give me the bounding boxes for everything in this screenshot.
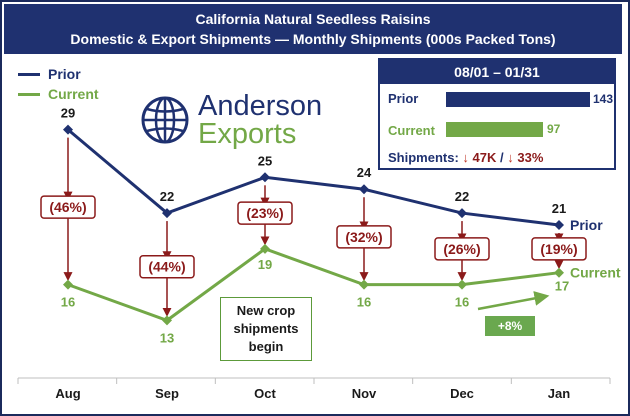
data-label-prior: 24 (357, 165, 372, 180)
summary-current-label: Current (388, 123, 435, 138)
summary-change-pct: 33% (517, 150, 544, 165)
x-tick-label: Aug (55, 386, 80, 401)
series-line-prior (67, 128, 560, 227)
logo-text-exports: Exports (198, 118, 297, 150)
data-label-current: 13 (160, 330, 174, 345)
pct-change-box (531, 237, 587, 261)
legend-swatch-current (18, 92, 40, 96)
legend-swatch-prior (18, 72, 40, 76)
pct-change-label: (26%) (443, 241, 480, 257)
data-point-prior (554, 220, 564, 230)
logo-text-anderson: Anderson (198, 90, 323, 122)
company-logo: Anderson Exports (140, 90, 323, 150)
pct-change-label: (19%) (540, 241, 577, 257)
data-label-prior: 21 (552, 201, 566, 216)
pct-change-label: (32%) (345, 229, 382, 245)
data-label-current: 16 (357, 295, 371, 310)
new-crop-callout: New crop shipments begin (220, 297, 312, 361)
end-label-current: Current (570, 265, 621, 281)
legend-label-current: Current (48, 86, 99, 102)
x-tick-label: Sep (155, 386, 179, 401)
data-point-prior (359, 184, 369, 195)
data-point-prior (457, 208, 467, 219)
end-label-prior: Prior (570, 217, 603, 233)
x-tick-label: Jan (548, 386, 570, 401)
pct-change-box (336, 225, 392, 249)
summary-period: 08/01 – 01/31 (380, 60, 614, 84)
data-point-current (63, 279, 73, 290)
callout-line-2: shipments (233, 321, 299, 336)
summary-prior-bar (446, 92, 590, 107)
data-label-prior: 25 (258, 153, 272, 168)
pct-change-label: (46%) (49, 199, 86, 215)
pct-change-box (237, 201, 293, 225)
pct-change-box (139, 254, 195, 279)
x-tick-label: Dec (450, 386, 474, 401)
legend-item-prior: Prior (18, 64, 99, 84)
summary-separator: / (500, 150, 504, 165)
title-bar: California Natural Seedless Raisins Dome… (4, 4, 622, 54)
dec-jan-change-badge: +8% (485, 316, 535, 336)
pct-change-box (40, 195, 96, 219)
data-label-current: 17 (555, 279, 569, 294)
summary-change-abs: 47K (472, 150, 497, 165)
summary-shipments-row: Shipments: ↓ 47K / ↓ 33% (388, 150, 543, 165)
data-label-prior: 22 (160, 189, 174, 204)
down-arrow-icon: ↓ (507, 150, 514, 165)
data-point-prior (162, 208, 172, 219)
chart-title: California Natural Seedless Raisins (195, 11, 431, 27)
pct-change-label: (44%) (148, 259, 185, 275)
summary-current-value: 97 (547, 122, 561, 136)
summary-prior-label: Prior (388, 91, 419, 106)
series-line-current (67, 247, 560, 323)
data-label-current: 16 (455, 295, 469, 310)
data-point-prior (260, 172, 270, 183)
data-label-current: 19 (258, 257, 272, 272)
x-tick-label: Oct (254, 386, 276, 401)
data-point-current (457, 279, 467, 290)
summary-prior-value: 143 (593, 92, 614, 106)
x-tick-label: Nov (352, 386, 377, 401)
summary-current-bar (446, 122, 543, 137)
down-arrow-icon: ↓ (462, 150, 469, 165)
globe-icon (141, 96, 189, 144)
data-point-current (260, 243, 270, 254)
pct-change-label: (23%) (246, 205, 283, 221)
summary-shipments-label: Shipments: (388, 150, 459, 165)
chart-subtitle: Domestic & Export Shipments — Monthly Sh… (70, 31, 556, 47)
legend-item-current: Current (18, 84, 99, 104)
data-point-current (554, 267, 564, 278)
data-label-prior: 22 (455, 189, 469, 204)
pct-change-box (434, 237, 490, 261)
data-point-current (359, 279, 369, 290)
data-label-prior: 29 (61, 106, 75, 121)
callout-line-1: New crop (236, 303, 296, 318)
legend-label-prior: Prior (48, 66, 81, 82)
legend: Prior Current (18, 64, 99, 104)
growth-arrow (477, 291, 550, 311)
summary-box: 08/01 – 01/31 Prior 143 Current 97 Shipm… (378, 58, 616, 170)
data-point-current (162, 315, 172, 326)
callout-line-3: begin (248, 339, 284, 354)
data-point-prior (63, 124, 73, 135)
data-label-current: 16 (61, 295, 75, 310)
